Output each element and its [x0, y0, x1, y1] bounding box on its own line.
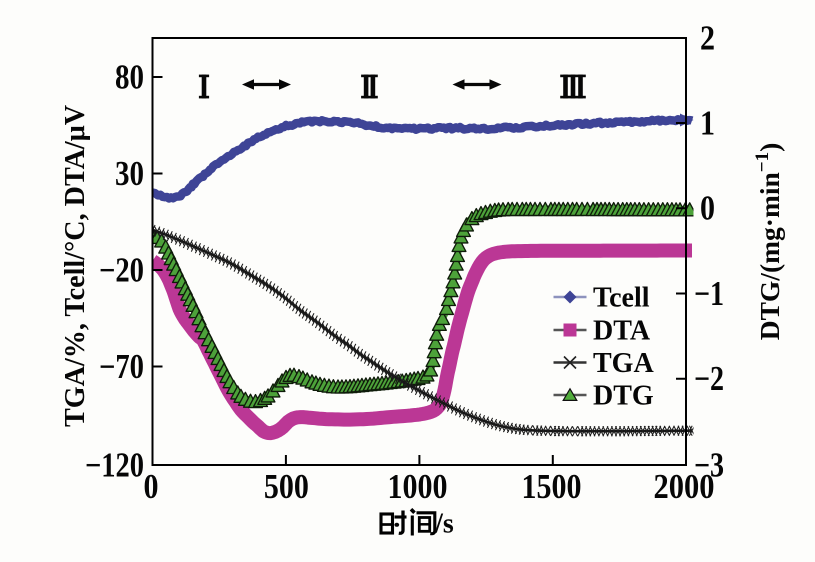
svg-text:30: 30: [115, 155, 144, 193]
svg-text:/s: /s: [434, 509, 454, 540]
svg-text:2: 2: [700, 20, 715, 58]
svg-text:0: 0: [700, 190, 715, 228]
svg-text:−1: −1: [694, 275, 724, 313]
svg-text:1: 1: [700, 105, 715, 143]
svg-text:1500: 1500: [522, 468, 582, 506]
svg-text:−70: −70: [99, 348, 144, 386]
svg-text:−20: −20: [99, 252, 144, 290]
svg-text:TGA/%, Tcell/°C, DTA/μV: TGA/%, Tcell/°C, DTA/μV: [60, 105, 91, 427]
svg-text:Tcell: Tcell: [593, 283, 650, 314]
svg-text:DTG/(mg·min−1): DTG/(mg·min−1): [752, 143, 785, 341]
svg-text:−2: −2: [694, 360, 724, 398]
svg-text:−120: −120: [85, 447, 144, 485]
svg-text:80: 80: [115, 59, 144, 97]
svg-text:2000: 2000: [654, 468, 715, 506]
svg-text:DTA: DTA: [593, 316, 651, 347]
svg-text:500: 500: [264, 468, 309, 506]
svg-text:0: 0: [144, 468, 159, 506]
svg-text:−3: −3: [694, 447, 724, 485]
svg-text:1000: 1000: [388, 468, 448, 506]
svg-text:TGA: TGA: [593, 348, 654, 379]
svg-text:DTG: DTG: [593, 381, 654, 412]
